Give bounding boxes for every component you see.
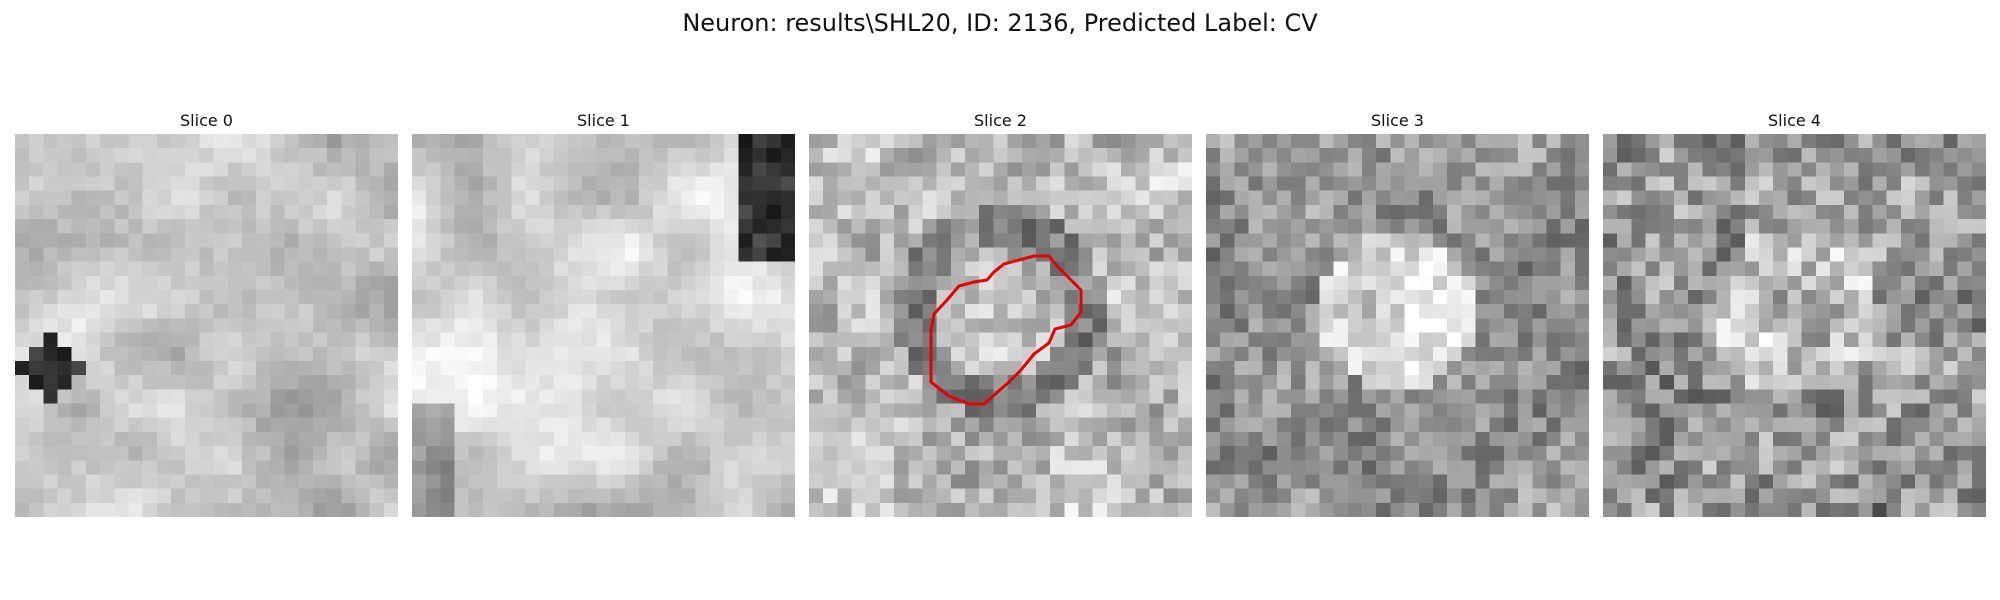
slice-image xyxy=(1206,134,1589,517)
slice-panel-2: Slice 2 xyxy=(809,108,1192,517)
slice-title: Slice 3 xyxy=(1371,111,1424,130)
slice-image xyxy=(809,134,1192,517)
slice-panel-1: Slice 1 xyxy=(412,108,795,517)
slice-image xyxy=(412,134,795,517)
slice-title: Slice 1 xyxy=(577,111,630,130)
slice-image xyxy=(1603,134,1986,517)
slice-title: Slice 2 xyxy=(974,111,1027,130)
figure-title: Neuron: results\SHL20, ID: 2136, Predict… xyxy=(682,9,1318,37)
slice-title: Slice 4 xyxy=(1768,111,1821,130)
slice-title: Slice 0 xyxy=(180,111,233,130)
slice-panel-4: Slice 4 xyxy=(1603,108,1986,517)
slice-panel-0: Slice 0 xyxy=(15,108,398,517)
slice-image xyxy=(15,134,398,517)
slice-panel-3: Slice 3 xyxy=(1206,108,1589,517)
